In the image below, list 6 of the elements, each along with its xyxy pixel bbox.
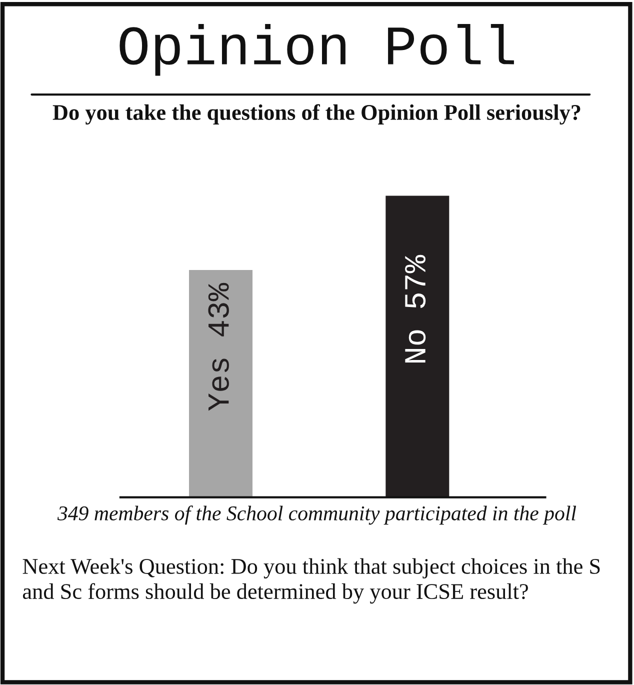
chart-subtitle: Do you take the questions of the Opinion Poll seriously?: [52, 104, 580, 125]
text: Next Week's Question: Do you think that subject choices in the S and Sc forms should be determined by your ICSE result?: [22, 558, 600, 604]
chart-title: Opinion Poll: [120, 24, 514, 76]
data-label: Yes 43%: [208, 282, 229, 411]
data-label: No 57%: [405, 254, 426, 363]
text: 349 members of the School community participated in the poll: [57, 506, 576, 525]
